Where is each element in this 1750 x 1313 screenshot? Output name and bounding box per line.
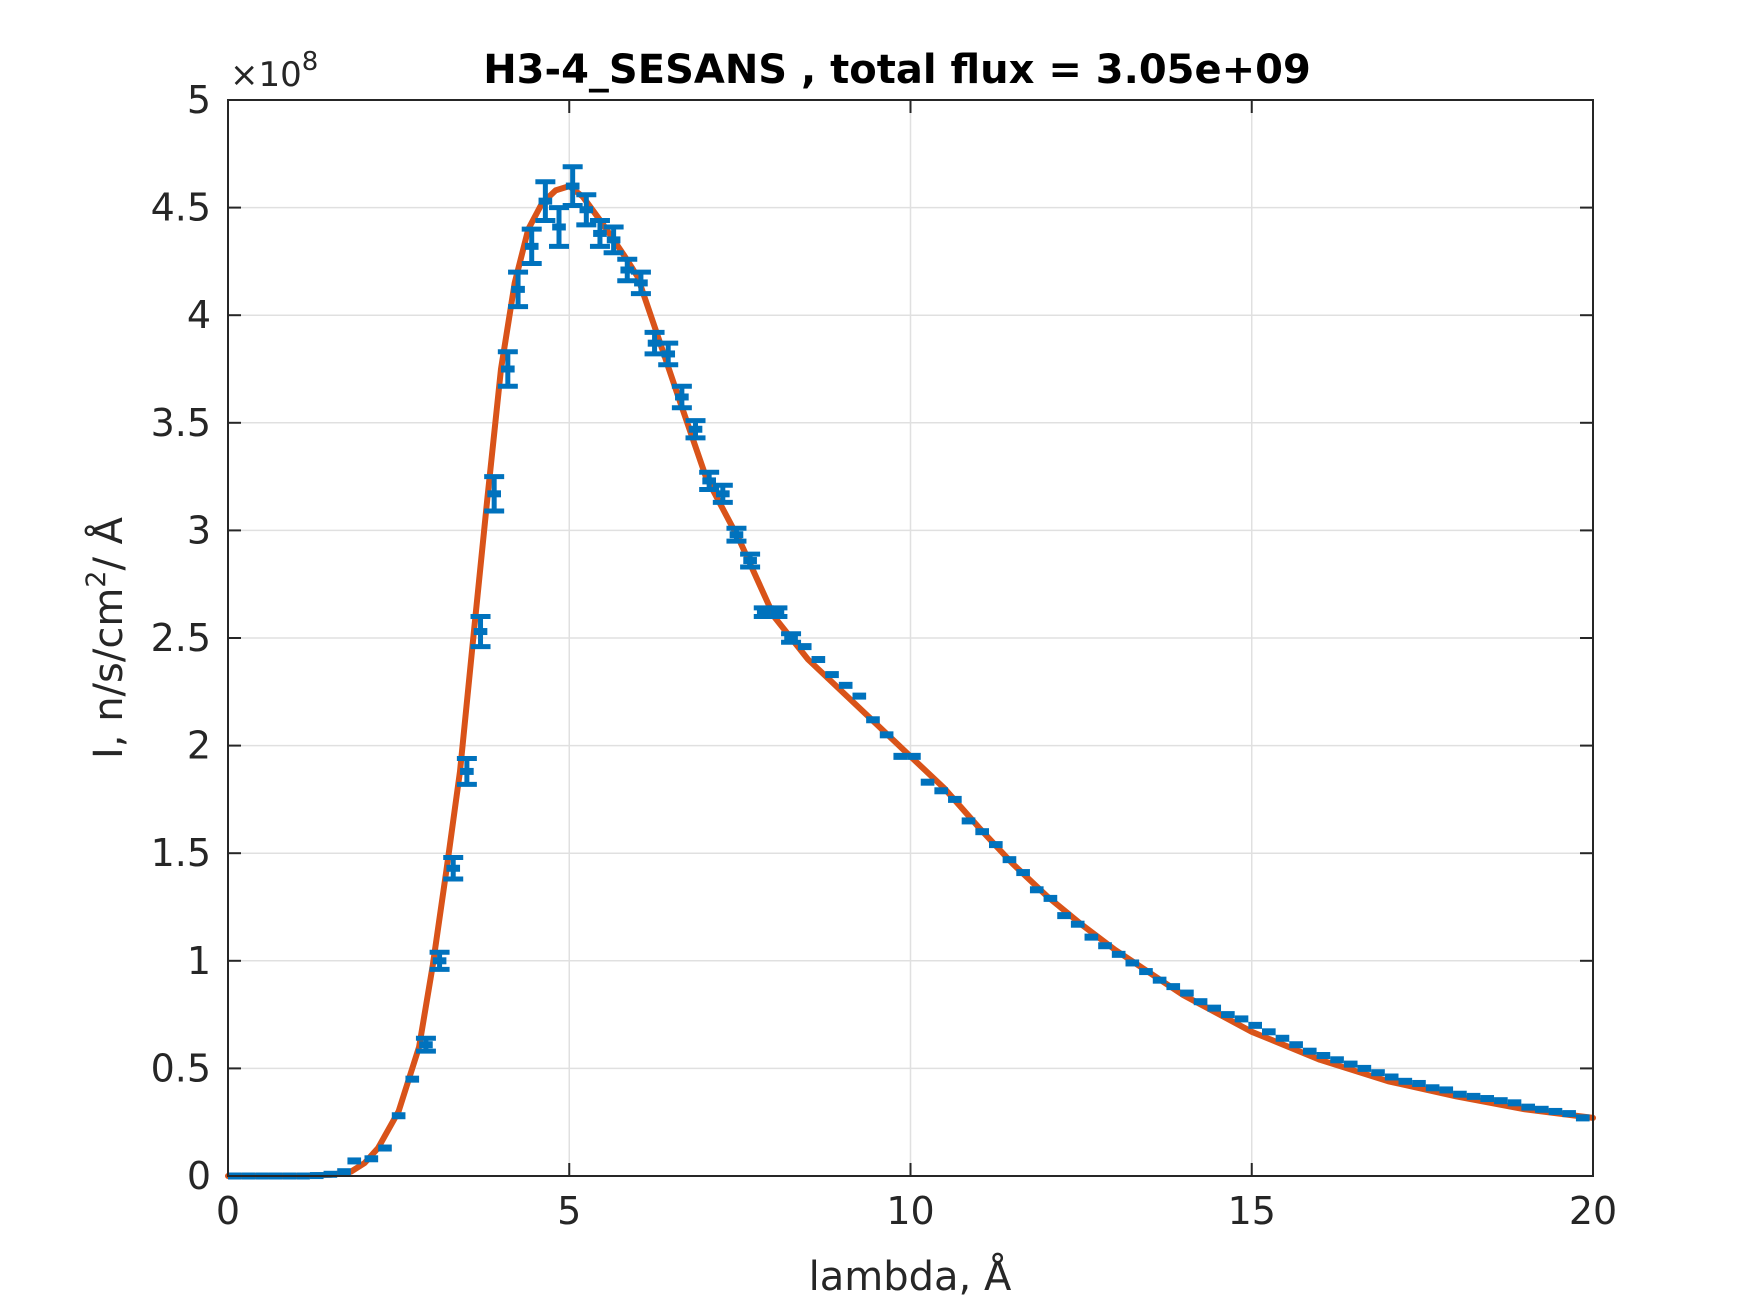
data-point: [521, 226, 542, 267]
y-tick-label: 3: [187, 508, 211, 552]
fit-curve: [225, 183, 1596, 1179]
data-point: [603, 224, 624, 256]
y-tick-label: 1: [187, 939, 211, 983]
y-axis-label-suffix: / Å: [84, 516, 132, 570]
y-exponent-label: ×108: [230, 47, 318, 95]
data-point: [630, 269, 651, 297]
data-point: [497, 349, 518, 389]
data-point: [658, 340, 679, 368]
data-point: [429, 949, 450, 972]
data-point: [589, 218, 610, 249]
x-tick-label: 20: [1569, 1189, 1617, 1233]
y-axis-label-prefix: I, n/s/cm: [86, 588, 132, 759]
data-point: [470, 613, 491, 650]
x-axis-label: lambda, Å: [809, 1252, 1012, 1300]
y-tick-label: 1.5: [151, 831, 211, 875]
y-tick-label: 4.5: [151, 186, 211, 230]
y-exponent-power: 8: [302, 47, 319, 77]
chart-title: H3-4_SESANS , total flux = 3.05e+09: [483, 47, 1311, 93]
data-point: [562, 164, 583, 208]
data-point: [767, 605, 788, 619]
y-tick-label: 3.5: [151, 401, 211, 445]
y-tick-label: 5: [187, 78, 211, 122]
data-point: [712, 482, 733, 505]
data-point: [726, 525, 747, 544]
data-point: [484, 474, 505, 514]
y-tick-label: 4: [187, 293, 211, 337]
data-point: [508, 269, 529, 310]
tick-labels: 0 5 10 15 20 0 0.5 1 1.5 2 2.5 3 3.5 4 4.5 5: [151, 78, 1618, 1233]
x-tick-label: 0: [216, 1189, 240, 1233]
y-tick-label: 2.5: [151, 616, 211, 660]
y-exponent-base: ×10: [230, 55, 302, 95]
data-point: [671, 383, 692, 411]
data-point: [781, 631, 802, 645]
data-point: [699, 469, 720, 493]
data-point: [644, 329, 665, 357]
x-tick-label: 15: [1228, 1189, 1276, 1233]
y-axis-label: I, n/s/cm2/ Å: [81, 516, 132, 759]
x-tick-label: 5: [557, 1189, 581, 1233]
data-point: [415, 1035, 436, 1054]
y-tick-label: 2: [187, 724, 211, 768]
data-point: [685, 418, 706, 441]
data-point: [535, 179, 556, 224]
x-tick-label: 10: [886, 1189, 934, 1233]
axes-frame: [227, 99, 1594, 1177]
y-tick-label: 0.5: [151, 1046, 211, 1090]
data-point: [740, 551, 761, 570]
y-axis-label-sup: 2: [81, 571, 112, 588]
data-point: [576, 192, 597, 228]
data-point: [443, 855, 464, 882]
data-point: [456, 756, 477, 787]
fit-curve-layer: [225, 183, 1596, 1179]
y-tick-label: 0: [187, 1154, 211, 1198]
